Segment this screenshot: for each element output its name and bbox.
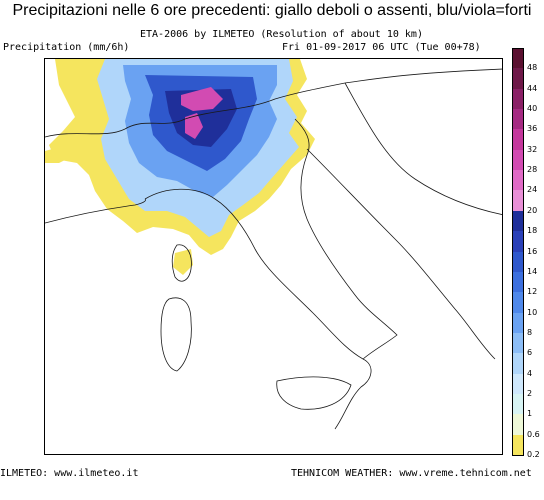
legend-tick: 10 [527, 307, 538, 317]
legend-tick: 6 [527, 348, 533, 358]
legend-tick: 8 [527, 327, 533, 337]
legend-swatch [512, 312, 524, 334]
alps-border [45, 68, 502, 138]
legend-swatch [512, 373, 524, 395]
balkan-border [344, 82, 502, 215]
coastlines [45, 68, 502, 430]
legend-swatch [512, 170, 524, 192]
extreme-rain-core-north [181, 87, 223, 111]
legend-tick: 0.2 [527, 450, 540, 459]
legend-swatch [512, 68, 524, 90]
legend-tick: 20 [527, 205, 538, 215]
legend-tick: 28 [527, 165, 538, 175]
legend-swatch [512, 251, 524, 273]
precipitation-field [45, 59, 315, 275]
extreme-rain-core-south [185, 113, 203, 139]
legend-swatch [512, 210, 524, 232]
light-rain-patch-corsica [173, 249, 193, 275]
legend-tick: 4 [527, 368, 533, 378]
variable-label: Precipitation (mm/6h) [3, 42, 130, 53]
legend-tick: 40 [527, 104, 538, 114]
legend-swatch [512, 393, 524, 415]
legend-tick: 12 [527, 287, 538, 297]
precipitation-map [44, 58, 503, 455]
legend-tick: 24 [527, 185, 538, 195]
legend-swatch [512, 88, 524, 110]
model-info: ETA-2006 by ILMETEO (Resolution of about… [140, 29, 423, 40]
sicily-outline [276, 376, 352, 410]
italy-coast [144, 118, 398, 430]
legend-swatch [512, 292, 524, 314]
legend-swatch [512, 271, 524, 293]
legend-tick: 32 [527, 144, 538, 154]
legend-swatch [512, 434, 524, 456]
legend-swatch [512, 414, 524, 436]
legend-tick: 16 [527, 246, 538, 256]
precipitation-legend [512, 48, 524, 456]
run-timestamp: Fri 01-09-2017 06 UTC (Tue 00+78) [282, 42, 481, 53]
legend-swatch [512, 48, 524, 69]
legend-tick: 18 [527, 226, 538, 236]
adriatic-east-coast [306, 148, 496, 360]
map-title: Precipitazioni nelle 6 ore precedenti: g… [12, 2, 532, 19]
legend-swatch [512, 190, 524, 212]
legend-swatch [512, 149, 524, 171]
sardinia-outline [160, 297, 192, 372]
light-rain-patch [45, 145, 75, 163]
legend-swatch [512, 353, 524, 375]
legend-swatch [512, 231, 524, 253]
legend-tick: 1 [527, 409, 533, 419]
legend-swatch [512, 129, 524, 151]
legend-tick: 2 [527, 388, 533, 398]
france-coast [45, 198, 146, 224]
legend-tick: 48 [527, 63, 538, 73]
corsica-outline [171, 244, 192, 282]
legend-tick: 14 [527, 266, 538, 276]
tehnicom-credit: TEHNICOM WEATHER: www.vreme.tehnicom.net [291, 468, 532, 479]
legend-swatch [512, 109, 524, 131]
legend-tick: 0.6 [527, 429, 540, 439]
ilmeteo-credit: ILMETEO: www.ilmeteo.it [0, 468, 139, 479]
legend-tick: 44 [527, 83, 538, 93]
legend-tick: 36 [527, 124, 538, 134]
legend-swatch [512, 332, 524, 354]
map-canvas [45, 59, 502, 430]
